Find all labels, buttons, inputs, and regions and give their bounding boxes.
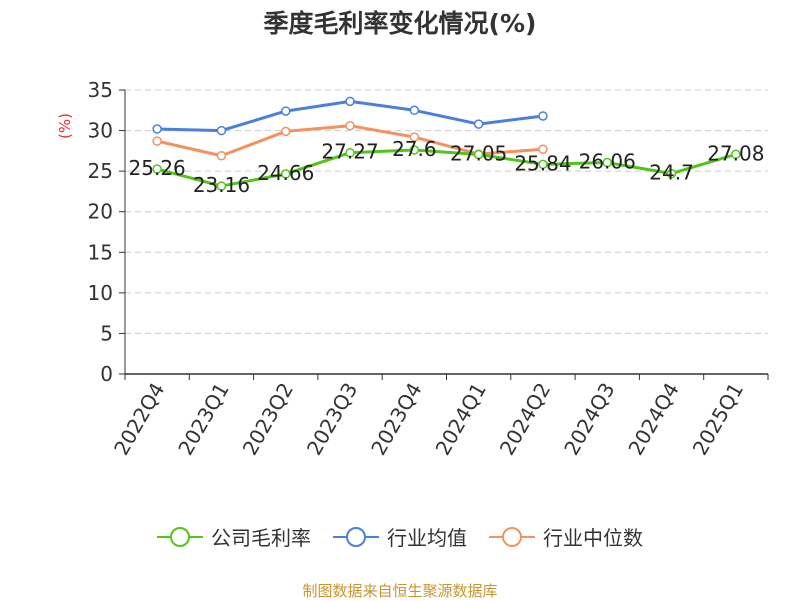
data-point xyxy=(602,157,612,168)
legend-item[interactable]: 公司毛利率 xyxy=(157,522,311,551)
legend-label: 行业中位数 xyxy=(543,526,643,550)
data-label: 27.08 xyxy=(707,141,764,165)
data-point xyxy=(216,150,227,161)
legend-marker-icon xyxy=(157,526,203,547)
legend-item[interactable]: 行业均值 xyxy=(333,522,467,551)
data-label: 25.84 xyxy=(514,151,571,175)
series-line-0 xyxy=(156,148,737,188)
data-point xyxy=(281,169,291,179)
data-label: 24.66 xyxy=(257,161,314,185)
data-source-note: 制图数据来自恒生聚源数据库 xyxy=(302,582,498,600)
data-point xyxy=(345,120,355,131)
y-tick-label: 5 xyxy=(100,321,113,345)
y-axis-label: (%) xyxy=(56,113,74,139)
data-point xyxy=(216,125,227,136)
data-point xyxy=(409,132,420,142)
data-label: 25.26 xyxy=(129,156,186,180)
x-tick-label: 2024Q4 xyxy=(623,379,683,460)
y-tick-label: 10 xyxy=(88,281,113,305)
data-point xyxy=(666,168,677,179)
data-point xyxy=(409,145,420,155)
data-label: 24.7 xyxy=(649,161,694,185)
x-tick-label: 2022Q4 xyxy=(109,379,169,460)
chart-legend: 公司毛利率 行业均值 行业中位数 xyxy=(0,522,800,551)
data-label: 26.06 xyxy=(579,150,636,174)
data-point xyxy=(152,136,162,146)
x-tick-label: 2023Q2 xyxy=(238,379,298,460)
legend-marker-icon xyxy=(489,526,535,547)
x-tick-label: 2023Q4 xyxy=(366,379,426,460)
data-label: 27.05 xyxy=(450,142,507,166)
x-tick-label: 2025Q1 xyxy=(688,379,748,460)
data-point xyxy=(473,149,484,160)
x-tick-label: 2023Q1 xyxy=(173,379,233,460)
data-label: 23.16 xyxy=(193,173,250,197)
data-point xyxy=(473,119,484,129)
data-point xyxy=(345,96,355,107)
data-point xyxy=(409,105,420,116)
data-label: 27.27 xyxy=(321,140,378,164)
legend-marker-icon xyxy=(333,526,379,547)
x-tick-label: 2024Q2 xyxy=(495,379,555,460)
legend-label: 公司毛利率 xyxy=(211,526,311,550)
x-tick-label: 2024Q3 xyxy=(559,379,619,460)
legend-label: 行业均值 xyxy=(387,526,467,550)
data-point xyxy=(152,164,162,174)
y-tick-label: 0 xyxy=(100,362,113,386)
y-tick-label: 15 xyxy=(88,240,113,264)
data-point xyxy=(152,124,162,134)
x-tick-label: 2024Q1 xyxy=(431,379,491,460)
data-point xyxy=(731,149,741,160)
data-point xyxy=(345,147,355,158)
x-tick-label: 2023Q3 xyxy=(302,379,362,460)
data-point xyxy=(538,159,548,170)
chart-title: 季度毛利率变化情况(%) xyxy=(263,9,537,38)
data-point xyxy=(281,126,291,137)
y-tick-label: 30 xyxy=(88,119,113,143)
data-point xyxy=(281,106,291,116)
y-tick-label: 35 xyxy=(88,78,113,102)
data-point xyxy=(538,111,548,121)
data-point xyxy=(538,144,548,154)
data-label: 27.6 xyxy=(392,137,437,161)
y-tick-label: 25 xyxy=(88,159,113,183)
y-tick-label: 20 xyxy=(88,200,113,224)
legend-item[interactable]: 行业中位数 xyxy=(489,522,643,551)
data-point xyxy=(216,181,227,191)
